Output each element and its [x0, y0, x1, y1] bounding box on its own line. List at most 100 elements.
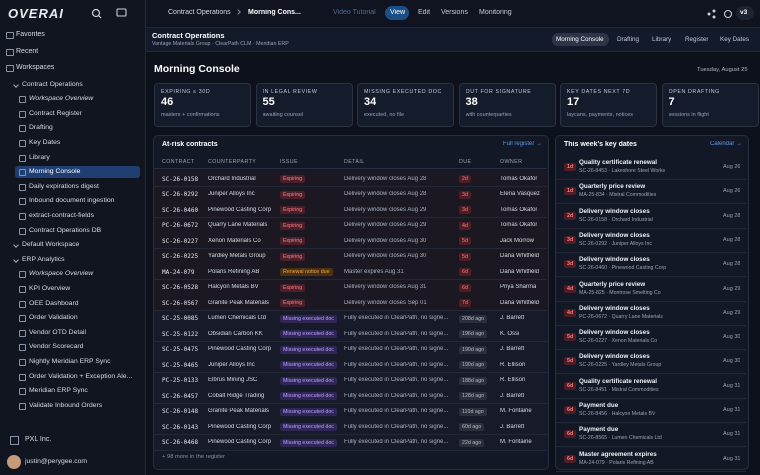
sidebar-item[interactable]: Contract Operations — [22, 80, 83, 88]
cell-contract: MA-24-079 — [162, 268, 195, 276]
item-icon — [19, 96, 26, 104]
subheader-tab[interactable]: Drafting — [617, 36, 640, 43]
key-dates-title: This week's key dates — [564, 141, 637, 148]
kpi-card — [154, 83, 251, 127]
badge-issue: Missing executed doc — [280, 361, 337, 369]
sidebar-item[interactable]: Library — [29, 153, 50, 161]
subheader-tab[interactable]: Library — [652, 36, 672, 43]
key-date-date: Aug 30 — [723, 358, 741, 365]
key-date-sub: SC-26-8565 · Lumen Chemicals Ltd — [579, 435, 662, 442]
kpi-note: awaiting counsel — [262, 112, 304, 118]
sidebar-item[interactable]: KPI Overview — [29, 284, 71, 292]
cell-counterparty: Pinewood Casting Corp — [208, 206, 272, 213]
sidebar-item[interactable]: Drafting — [29, 124, 53, 132]
sidebar-item[interactable]: OEE Dashboard — [29, 299, 79, 307]
org[interactable]: PXL Inc. — [25, 436, 52, 443]
cell-owner: R. Ellison — [500, 377, 526, 383]
key-date-badge: 6d — [564, 454, 577, 463]
video-tutorial[interactable]: Video Tutorial — [333, 9, 376, 16]
key-date-title: Delivery window closes — [579, 304, 650, 312]
sidebar-item[interactable]: Vendor Scorecard — [29, 343, 84, 351]
sidebar-item[interactable]: Default Workspace — [22, 241, 80, 249]
sidebar-item[interactable]: Workspace Overview — [29, 95, 94, 103]
cell-contract: SC-26-0460 — [162, 206, 199, 214]
cell-owner: M. Fontaine — [500, 439, 532, 445]
cell-contract: SC-26-0468 — [162, 439, 199, 446]
topbar-tab[interactable]: Edit — [418, 9, 431, 16]
sidebar-item[interactable]: Workspaces — [16, 64, 55, 71]
kpi-label: KEY DATES NEXT 7D — [567, 89, 631, 95]
subheader-tab[interactable]: Key Dates — [720, 36, 750, 43]
cell-detail: Delivery window closes Aug 29 — [344, 206, 427, 213]
key-date-title: Delivery window closes — [579, 353, 650, 361]
key-date-badge: 6d — [564, 406, 577, 414]
item-icon — [19, 139, 26, 147]
cell-counterparty: Juniper Alloys Inc — [208, 361, 255, 368]
topbar-tab[interactable]: View — [390, 9, 406, 16]
sidebar-item[interactable]: Workspace Overview — [29, 270, 94, 278]
breadcrumb-current[interactable]: Morning Cons... — [248, 9, 301, 16]
key-date-row — [556, 350, 746, 375]
key-date-badge: 4d — [564, 284, 577, 293]
sidebar-item[interactable]: Contract Operations DB — [29, 226, 102, 234]
topbar-icons[interactable] — [706, 8, 736, 20]
topbar-tab[interactable]: Versions — [441, 9, 468, 16]
kpi-card — [255, 83, 353, 127]
column-header: OWNER — [500, 159, 523, 165]
sidebar-item[interactable]: Daily expirations digest — [29, 182, 99, 190]
key-date-sub: MA-24-079 · Polaris Refining AB — [579, 459, 654, 466]
badge-issue: Expiring — [280, 190, 306, 199]
subheader-tab[interactable]: Morning Console — [556, 36, 604, 43]
kpi-label: OPEN DRAFTING — [668, 89, 720, 95]
badge-due: 4d — [459, 221, 471, 230]
sidebar-icons[interactable] — [90, 7, 140, 21]
sidebar-item[interactable]: Order Validation — [29, 314, 78, 322]
table-footer[interactable]: + 98 more in the register — [162, 454, 225, 460]
sidebar-item[interactable]: Validate Inbound Orders — [29, 401, 103, 409]
topbar-tab[interactable]: Monitoring — [479, 9, 512, 16]
item-icon — [19, 373, 26, 381]
breadcrumb[interactable]: Contract Operations — [168, 9, 231, 16]
key-date-badge: 6d — [564, 430, 577, 439]
version[interactable]: v3 — [740, 9, 748, 16]
badge-due: 128d ago — [459, 392, 488, 400]
sidebar-item[interactable]: Nightly Meridian ERP Sync — [29, 357, 111, 365]
cell-owner: J. Barrett — [500, 392, 525, 399]
sidebar-item[interactable]: ERP Analytics — [22, 255, 65, 263]
badge-due: 2d — [459, 175, 471, 183]
item-icon — [19, 125, 26, 133]
item-icon — [19, 271, 26, 279]
sidebar-item[interactable]: Key Dates — [29, 138, 61, 146]
sidebar-item[interactable]: Order Validation + Exception Ale... — [29, 372, 133, 380]
table-link[interactable]: Full register → — [503, 141, 543, 147]
badge-due: 110d ago — [459, 407, 487, 416]
user[interactable]: justin@perygee.com — [25, 458, 88, 465]
key-date-title: Payment due — [579, 426, 619, 434]
cell-detail: Fully executed in ClearPath, no signe... — [344, 408, 449, 414]
sidebar-item[interactable]: Meridian ERP Sync — [29, 387, 88, 395]
sidebar-item[interactable]: Vendor OTD Detail — [29, 328, 87, 336]
cell-counterparty: Halcyon Metals BV — [208, 284, 259, 290]
subheader-tab[interactable]: Register — [685, 36, 709, 43]
cell-detail: Delivery window closes Aug 29 — [344, 222, 427, 228]
key-dates-link[interactable]: Calendar → — [710, 141, 743, 147]
cell-contract: SC-26-0292 — [162, 191, 199, 198]
badge-issue: Renewal notice due — [280, 268, 333, 276]
sidebar-item[interactable]: Inbound document ingestion — [29, 197, 115, 205]
cell-counterparty: Pinewood Casting Corp — [208, 423, 272, 430]
sidebar-item[interactable]: Favorites — [16, 31, 45, 38]
cell-owner: M. Fontaine — [500, 408, 532, 414]
cell-counterparty: Lumen Chemicals Ltd — [208, 315, 267, 321]
sidebar-item[interactable]: extract-contract-fields — [29, 211, 94, 219]
item-icon — [19, 285, 26, 293]
sidebar-item[interactable]: Morning Console — [29, 168, 81, 176]
cell-contract: SC-25-0465 — [162, 361, 199, 369]
tab-active — [385, 6, 409, 20]
badge-due: 3d — [459, 206, 471, 214]
sidebar-item[interactable]: Contract Register — [29, 109, 82, 117]
cell-owner: K. Ossi — [500, 330, 520, 337]
avatar — [7, 455, 21, 469]
sidebar-icon — [6, 48, 14, 56]
key-date-sub: SC-26-0292 · Juniper Alloys Inc — [579, 240, 652, 247]
sidebar-item[interactable]: Recent — [16, 47, 39, 55]
